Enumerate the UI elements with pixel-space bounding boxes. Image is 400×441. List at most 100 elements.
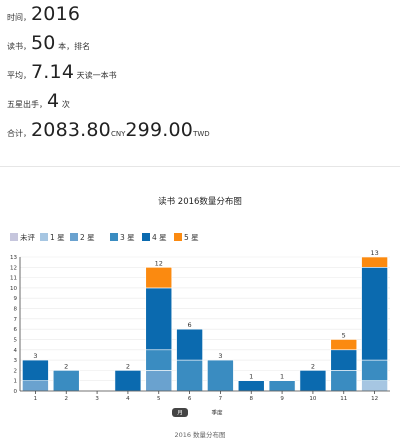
x-tick-label: 3: [95, 396, 99, 402]
bar-total-label: 1: [249, 373, 253, 381]
legend-swatch: [10, 233, 18, 241]
legend-swatch: [142, 233, 150, 241]
bar-segment: [330, 339, 358, 351]
y-tick-label: 5: [14, 337, 18, 343]
x-tick-label: 5: [157, 396, 161, 402]
toggle-month-button[interactable]: [172, 408, 188, 417]
bar-segment: [114, 370, 142, 392]
chart-footer-title: 2016 数量分布图: [174, 430, 225, 439]
bar-segment: [176, 328, 203, 361]
stat-five-star-value: 4: [47, 90, 60, 112]
y-tick-label: 7: [14, 317, 18, 323]
x-tick-label: 11: [340, 396, 347, 402]
bar-total-label: 13: [370, 249, 378, 257]
bar-segment: [207, 359, 234, 392]
bar-segment: [361, 380, 388, 392]
x-tick-label: 4: [126, 396, 130, 402]
view-toggle: 月 季度: [172, 408, 223, 417]
toggle-month-label: 月: [177, 410, 183, 417]
bar-segment: [145, 267, 173, 289]
y-tick-label: 12: [10, 265, 17, 271]
stat-average-value: 7.14: [31, 61, 75, 83]
stat-five-star-unit: 次: [59, 100, 70, 109]
y-tick-label: 8: [14, 307, 18, 313]
stat-read: 读书，50 本，排名: [7, 32, 90, 54]
legend-label: 2 星: [80, 233, 95, 242]
bar-total-label: 3: [33, 352, 37, 360]
bar-segment: [268, 380, 296, 392]
bar-segment: [330, 349, 358, 371]
stat-five-star-label: 五星出手，: [7, 100, 47, 109]
bar-segment: [361, 267, 388, 361]
stat-average-label: 平均，: [7, 71, 31, 80]
bar-segment: [145, 349, 173, 371]
bar-segment: [361, 256, 388, 268]
legend-label: 3 星: [120, 233, 135, 242]
legend-swatch: [70, 233, 78, 241]
legend-label: 1 星: [50, 233, 65, 242]
legend-label: 5 星: [184, 233, 199, 242]
bar-total-label: 5: [342, 331, 346, 339]
x-tick-label: 8: [250, 396, 254, 402]
bar-segment: [299, 370, 327, 392]
bar-segment: [237, 380, 265, 392]
y-tick-label: 3: [14, 358, 18, 364]
bar-segment: [145, 287, 173, 351]
bar-segment: [22, 359, 49, 381]
bar-total-label: 12: [155, 259, 163, 267]
toggle-season-button[interactable]: 季度: [211, 409, 223, 417]
bar-segment: [361, 359, 388, 381]
stat-total-cny-unit: CNY: [110, 130, 126, 138]
stat-time: 时间，2016: [7, 3, 80, 25]
stat-total: 合计，2083.80CNY299.00TWD: [7, 119, 210, 141]
bar-total-label: 6: [188, 321, 192, 329]
stat-total-label: 合计，: [7, 129, 31, 138]
x-tick-label: 10: [309, 396, 316, 402]
bar-segment: [22, 380, 49, 392]
y-tick-label: 2: [14, 368, 18, 374]
x-tick-label: 12: [371, 396, 378, 402]
legend-swatch: [110, 233, 118, 241]
legend-label: 未评: [20, 232, 35, 242]
section-divider: [0, 166, 400, 167]
x-tick-label: 1: [34, 396, 38, 402]
y-tick-label: 11: [10, 276, 17, 282]
bar-segment: [330, 370, 358, 392]
y-tick-label: 1: [14, 379, 18, 385]
chart-legend: 未评 1 星 2 星 3 星 4 星 5 星: [10, 232, 199, 242]
y-tick-label: 13: [10, 255, 17, 261]
bar-total-label: 1: [280, 373, 284, 381]
x-tick-label: 7: [219, 396, 223, 402]
stat-average-unit: 天读一本书: [74, 71, 117, 80]
x-tick-label: 6: [188, 396, 192, 402]
stat-total-cny-value: 2083.80: [31, 119, 111, 141]
x-tick-label: 9: [280, 396, 284, 402]
bar-segment: [52, 370, 80, 392]
stat-time-value: 2016: [31, 3, 81, 25]
y-tick-label: 4: [14, 348, 18, 354]
stat-time-label: 时间，: [7, 13, 31, 22]
stat-total-twd-unit: TWD: [193, 130, 210, 138]
bar-total-label: 2: [64, 362, 68, 370]
x-tick-label: 2: [65, 396, 69, 402]
y-tick-label: 6: [14, 327, 18, 333]
chart-grid: [20, 256, 390, 381]
legend-swatch: [174, 233, 182, 241]
chart-title: 读书 2016数量分布图: [158, 196, 242, 207]
bar-total-label: 2: [311, 362, 315, 370]
chart-bars: [22, 256, 388, 392]
bar-segment: [176, 359, 203, 392]
bar-segment: [145, 370, 173, 392]
bar-total-label: 2: [126, 362, 130, 370]
y-tick-label: 9: [14, 296, 18, 302]
bar-total-label: 3: [218, 352, 222, 360]
legend-label: 4 星: [152, 233, 167, 242]
stat-average: 平均，7.14 天读一本书: [7, 61, 117, 83]
y-tick-label: 10: [10, 286, 17, 292]
stat-read-value: 50: [31, 32, 56, 54]
stat-total-twd-value: 299.00: [125, 119, 194, 141]
stat-five-star: 五星出手，4 次: [7, 90, 70, 112]
